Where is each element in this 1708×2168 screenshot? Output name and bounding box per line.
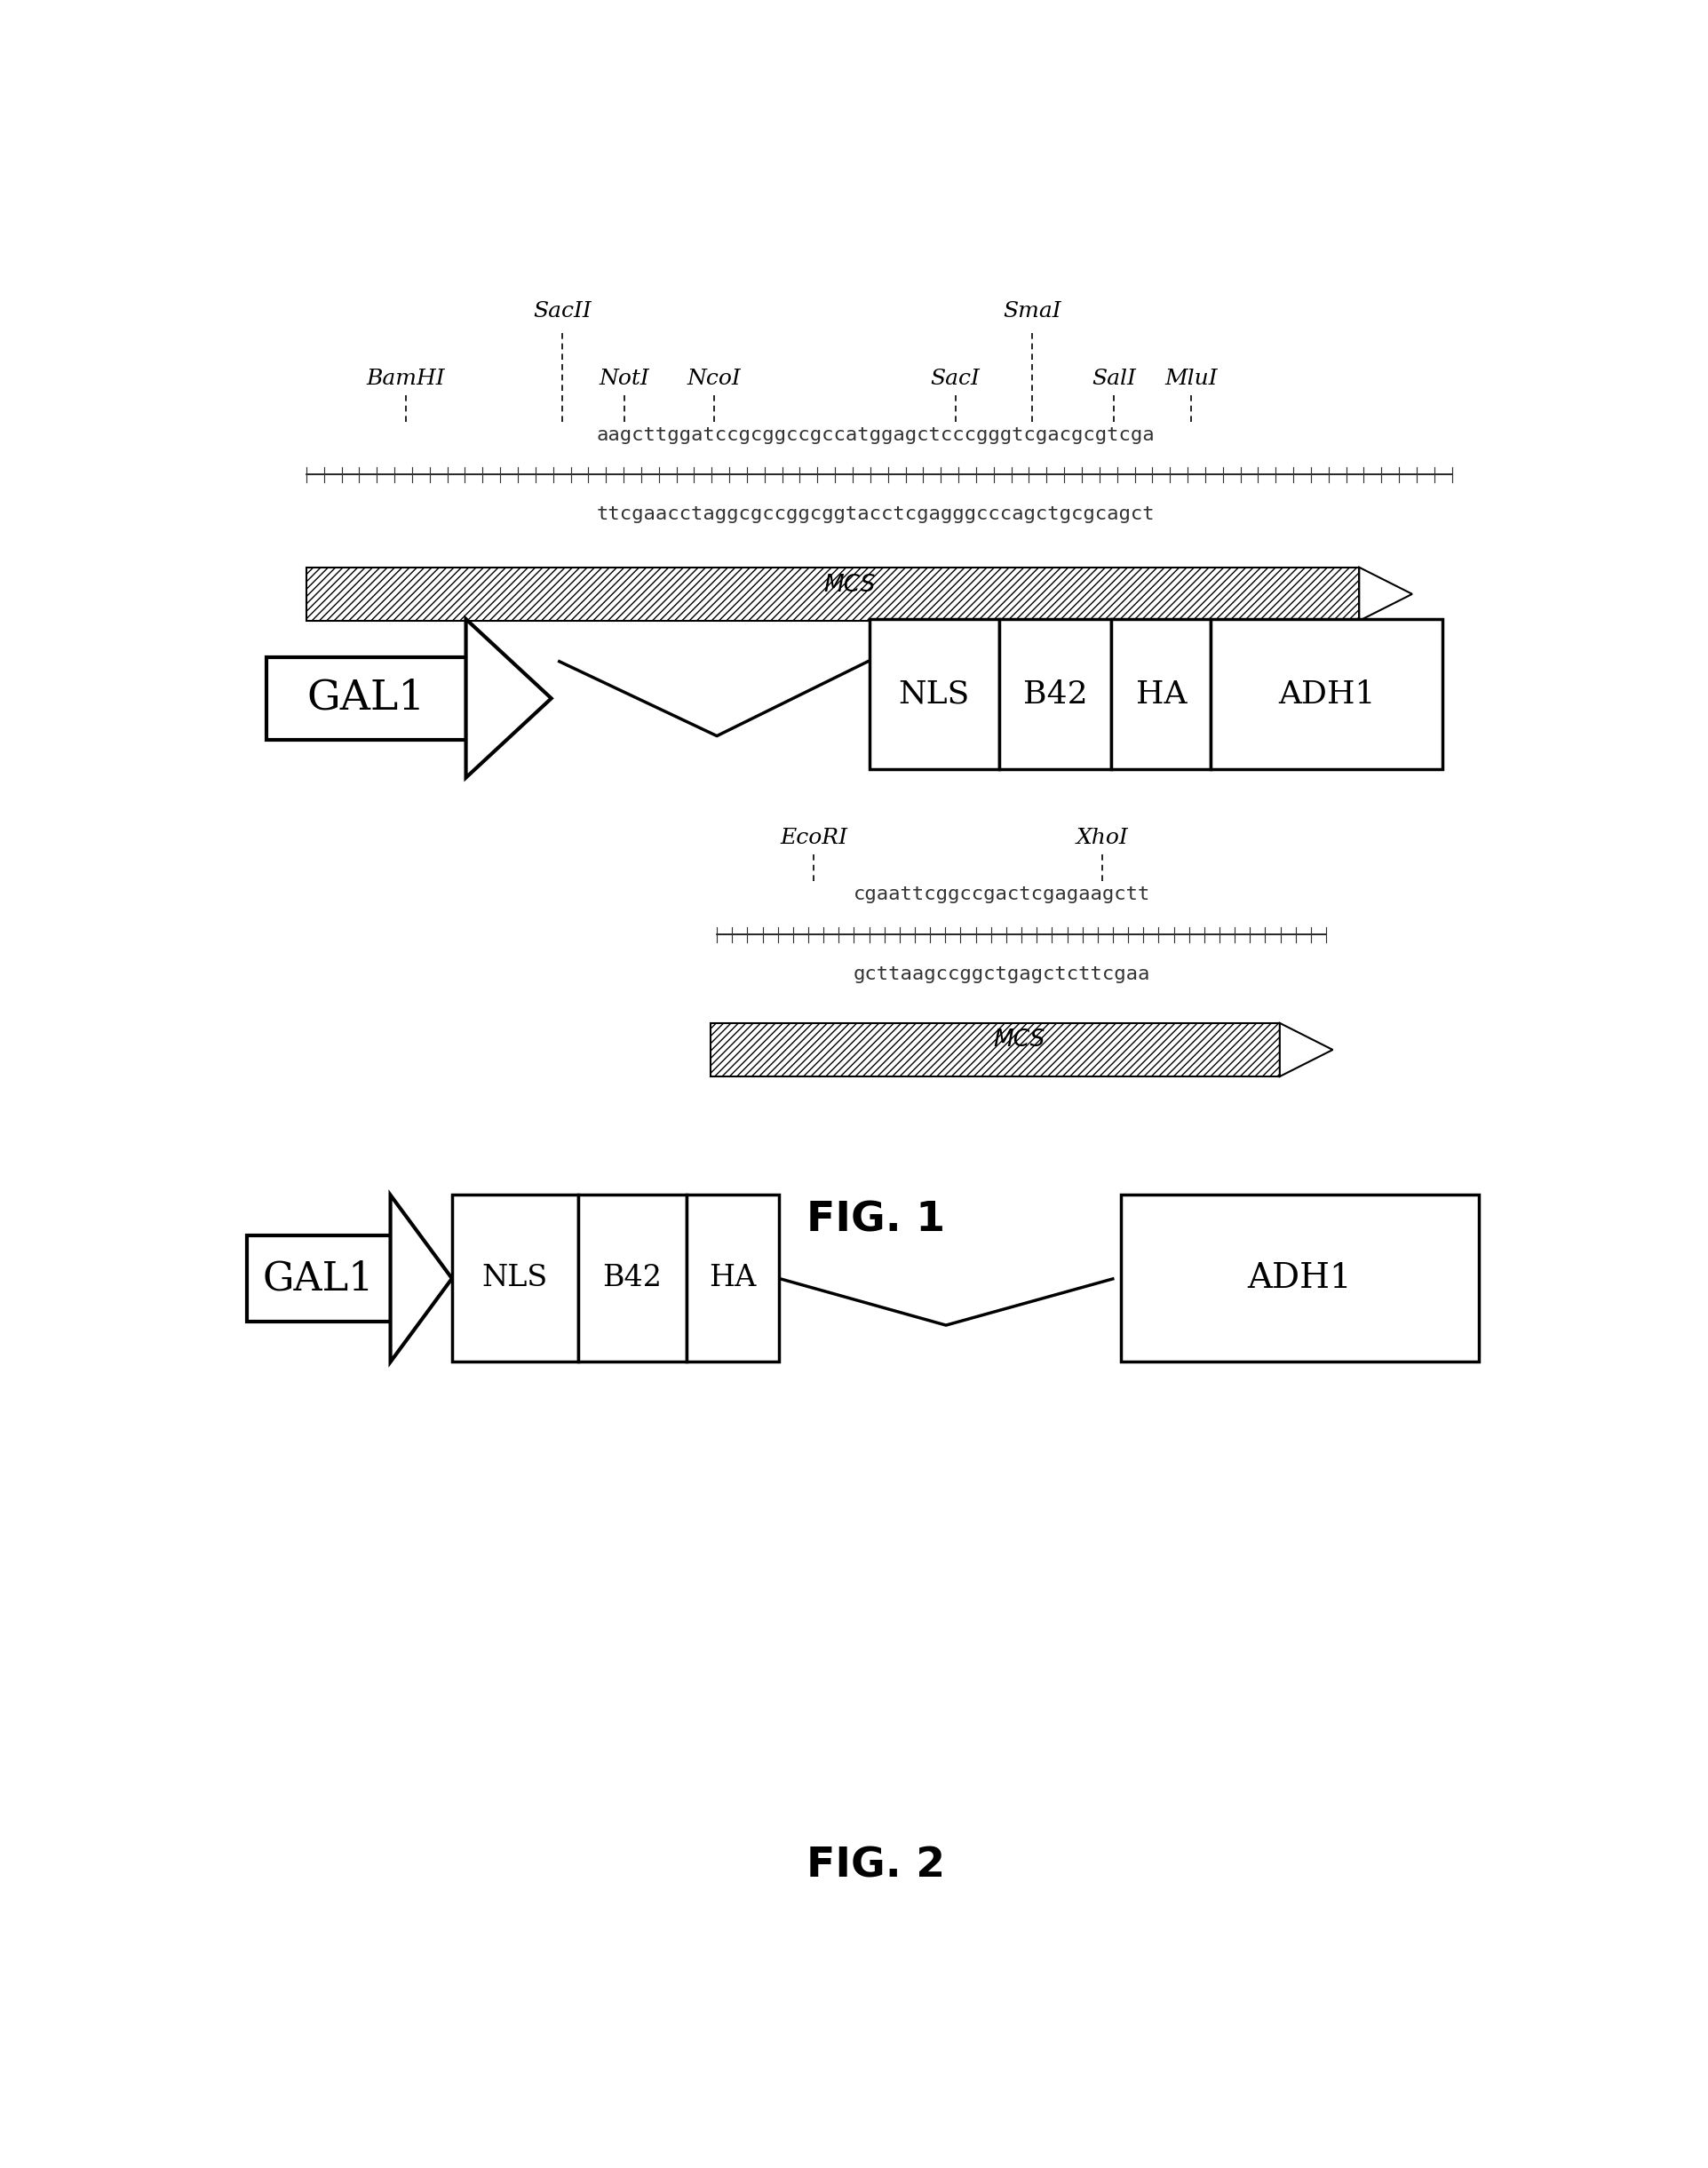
Bar [999, 620, 1110, 770]
Bar [266, 657, 466, 739]
Bar [246, 1236, 389, 1322]
Text: SacI: SacI [929, 369, 980, 388]
Text: ttcgaacctaggcgccggcggtacctcgagggcccagctgcgcagct: ttcgaacctaggcgccggcggtacctcgagggcccagctg… [596, 505, 1155, 522]
Text: MCS: MCS [992, 1028, 1044, 1051]
Text: XhoI: XhoI [1076, 828, 1127, 848]
Bar [687, 1195, 779, 1362]
Bar [1120, 1195, 1477, 1362]
Text: FIG. 2: FIG. 2 [806, 1847, 945, 1886]
Text: ADH1: ADH1 [1247, 1262, 1351, 1294]
Text: MluI: MluI [1163, 369, 1216, 388]
Bar [1110, 620, 1211, 770]
Polygon shape [1358, 568, 1411, 620]
Text: GAL1: GAL1 [263, 1260, 374, 1299]
Text: cgaattcggccgactcgagaagctt: cgaattcggccgactcgagaagctt [852, 887, 1149, 904]
Polygon shape [466, 620, 552, 778]
Text: gcttaagccggctgagctcttcgaa: gcttaagccggctgagctcttcgaa [852, 965, 1149, 984]
Text: SalI: SalI [1091, 369, 1136, 388]
Text: SmaI: SmaI [1003, 301, 1061, 321]
Text: NcoI: NcoI [687, 369, 741, 388]
Text: ADH1: ADH1 [1278, 679, 1375, 709]
Text: HA: HA [1136, 679, 1185, 709]
Bar [711, 1023, 1279, 1077]
Text: BamHI: BamHI [366, 369, 444, 388]
Text: NotI: NotI [600, 369, 649, 388]
Bar [451, 1195, 577, 1362]
Bar [577, 1195, 687, 1362]
Bar [306, 568, 1358, 620]
Text: aagcttggatccgcggccgccatggagctcccgggtcgacgcgtcga: aagcttggatccgcggccgccatggagctcccgggtcgac… [596, 427, 1155, 444]
Polygon shape [1279, 1023, 1332, 1077]
Text: EcoRI: EcoRI [779, 828, 847, 848]
Text: MCS: MCS [823, 575, 874, 596]
Text: FIG. 1: FIG. 1 [806, 1201, 945, 1240]
Text: B42: B42 [603, 1264, 661, 1292]
Polygon shape [389, 1195, 451, 1362]
Text: GAL1: GAL1 [307, 679, 425, 718]
Text: B42: B42 [1023, 679, 1086, 709]
Text: NLS: NLS [898, 679, 968, 709]
Bar [869, 620, 999, 770]
Bar [1211, 620, 1442, 770]
Text: SacII: SacII [533, 301, 591, 321]
Text: NLS: NLS [482, 1264, 548, 1292]
Text: HA: HA [709, 1264, 757, 1292]
